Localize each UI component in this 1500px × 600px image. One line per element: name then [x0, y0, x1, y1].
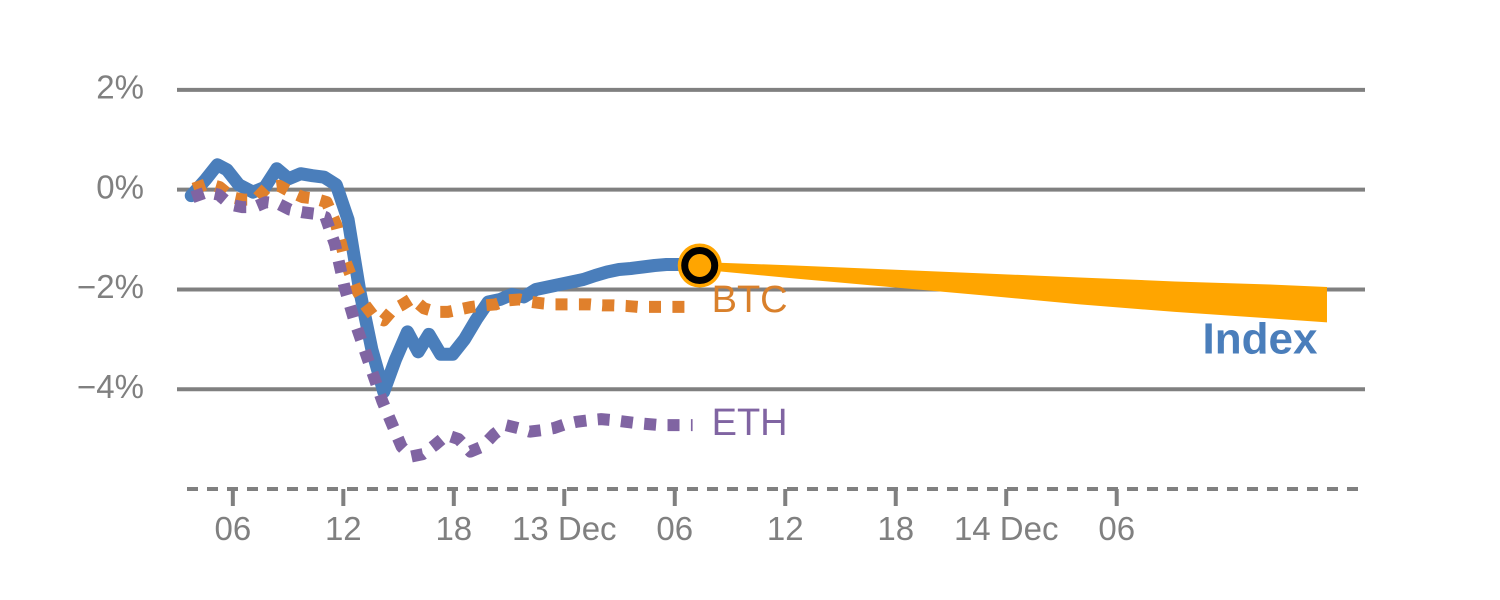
series-labels-group: Index BTC ETH	[712, 279, 1318, 444]
series-line-eth	[190, 186, 693, 463]
series-line-btc	[191, 177, 693, 327]
x-tick-label: 18	[435, 510, 472, 547]
y-tick-label: 2%	[96, 69, 144, 106]
y-axis-tick-labels: 2% 0% −2% −4%	[77, 69, 144, 405]
x-tick-label: 13 Dec	[512, 510, 617, 547]
y-tick-label: −2%	[77, 268, 144, 305]
current-value-marker[interactable]	[677, 243, 722, 288]
x-tick-label: 14 Dec	[954, 510, 1059, 547]
x-tick-label: 06	[656, 510, 693, 547]
forecast-band-area	[699, 262, 1327, 323]
series-lines-group	[184, 158, 707, 463]
series-label-btc: BTC	[712, 279, 788, 321]
x-axis-line-group	[187, 487, 1365, 506]
series-line-index	[184, 158, 707, 399]
x-tick-label: 06	[1098, 510, 1135, 547]
x-tick-label: 18	[877, 510, 914, 547]
x-axis-tick-labels: 06 12 18 13 Dec 06 12 18 14 Dec 06	[214, 510, 1135, 547]
marker-ring	[681, 247, 719, 285]
y-tick-label: −4%	[77, 368, 144, 405]
series-label-eth: ETH	[712, 402, 788, 444]
y-tick-label: 0%	[96, 168, 144, 205]
series-label-index: Index	[1203, 314, 1318, 363]
x-tick-label: 06	[214, 510, 251, 547]
x-tick-label: 12	[767, 510, 804, 547]
x-tick-label: 12	[325, 510, 362, 547]
gridlines-group	[177, 87, 1365, 392]
forecast-band	[699, 262, 1327, 323]
